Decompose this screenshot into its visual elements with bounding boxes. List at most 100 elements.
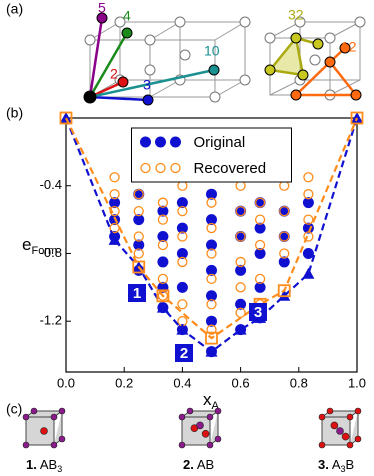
legend-marker: [155, 136, 166, 148]
cluster-label: 12: [341, 39, 357, 55]
point: [206, 324, 217, 335]
point: [157, 205, 169, 217]
point: [176, 222, 188, 234]
point: [302, 247, 314, 259]
point: [254, 197, 266, 208]
point: [157, 214, 169, 225]
pair-label: 4: [123, 8, 131, 24]
hull-point: [176, 323, 189, 335]
point: [157, 197, 169, 208]
point: [235, 180, 246, 191]
structure-formula-end: B: [346, 457, 355, 472]
y-tick-label: -0.4: [40, 177, 62, 192]
structure-number: 1.: [26, 457, 37, 472]
point: [279, 248, 290, 259]
point: [235, 256, 246, 268]
hull-point: [60, 112, 72, 123]
structure-label: 3. A3B: [318, 457, 354, 474]
hull-point: [156, 289, 170, 303]
x-tick-label: 1.0: [348, 375, 366, 390]
pair-atoms: [83, 12, 220, 106]
point: [254, 197, 266, 209]
x-label-subscript: A: [212, 400, 220, 412]
structure-subscript: 3: [57, 464, 62, 474]
hull-point: [156, 301, 169, 313]
point: [254, 273, 266, 285]
hull-point: [59, 111, 73, 125]
annotation: 3: [254, 304, 262, 321]
cube-atom: [22, 413, 30, 421]
cube-atom: [326, 407, 334, 415]
structure-formula: AB: [40, 457, 57, 472]
point: [303, 172, 314, 183]
x-tick-label: 0.4: [173, 375, 191, 390]
cube-atom: [186, 407, 194, 415]
structure-number: 2.: [183, 457, 194, 472]
point: [235, 282, 246, 293]
point: [206, 290, 217, 302]
point: [177, 299, 188, 310]
cube-atom: [214, 435, 222, 443]
cube-atom: [22, 441, 30, 449]
cube-atom: [336, 427, 344, 435]
legend-marker: [155, 162, 166, 174]
hull-point: [277, 284, 291, 298]
cube-atom: [330, 421, 339, 430]
pair-lines: [88, 17, 215, 102]
point: [157, 290, 169, 301]
cube-atom: [341, 432, 350, 441]
point: [278, 231, 290, 243]
point: [206, 222, 217, 234]
point: [254, 281, 266, 293]
legend-marker: [140, 162, 151, 174]
point: [206, 197, 217, 208]
cube-atom: [178, 413, 186, 421]
point: [235, 264, 247, 276]
cube-atom: [318, 413, 326, 421]
point: [133, 189, 144, 200]
y-tick-label: -0.8: [40, 245, 62, 260]
cube-atom: [354, 407, 362, 415]
point: [133, 239, 145, 251]
point: [177, 205, 188, 217]
point: [235, 205, 247, 217]
point: [133, 214, 145, 226]
point: [157, 273, 169, 285]
legend-marker: [170, 162, 181, 174]
x-tick-label: 0.2: [115, 375, 133, 390]
cube-atom: [206, 441, 214, 449]
panel-label: (c): [6, 401, 22, 417]
point: [303, 214, 314, 225]
point: [176, 197, 188, 209]
point: [278, 256, 290, 268]
pair-label: 2: [110, 66, 118, 82]
point: [302, 222, 314, 234]
point: [206, 239, 217, 251]
pair-label: 3: [143, 77, 151, 93]
hull-line: [65, 117, 359, 340]
annotation-box: [249, 303, 267, 321]
x-tick-label: 0.0: [57, 375, 75, 390]
plot-frame: [65, 117, 358, 373]
point: [157, 231, 169, 243]
structure-subscript: 3: [341, 464, 346, 474]
annotation: 1: [133, 285, 141, 302]
point: [177, 256, 188, 268]
point: [133, 205, 144, 217]
point: [109, 205, 120, 217]
hull-point: [351, 112, 363, 123]
point: [254, 239, 266, 251]
atoms-left: [84, 16, 251, 103]
point: [279, 180, 290, 191]
annotation: 2: [180, 345, 188, 362]
point: [109, 172, 120, 183]
structures: [22, 407, 362, 449]
point: [133, 188, 145, 200]
hull-point: [350, 111, 364, 125]
hull-point: [132, 260, 146, 274]
point: [177, 231, 188, 242]
legend-marker: [170, 136, 181, 148]
point: [278, 205, 290, 217]
legend-label: Original: [194, 134, 246, 151]
point: [235, 298, 247, 310]
